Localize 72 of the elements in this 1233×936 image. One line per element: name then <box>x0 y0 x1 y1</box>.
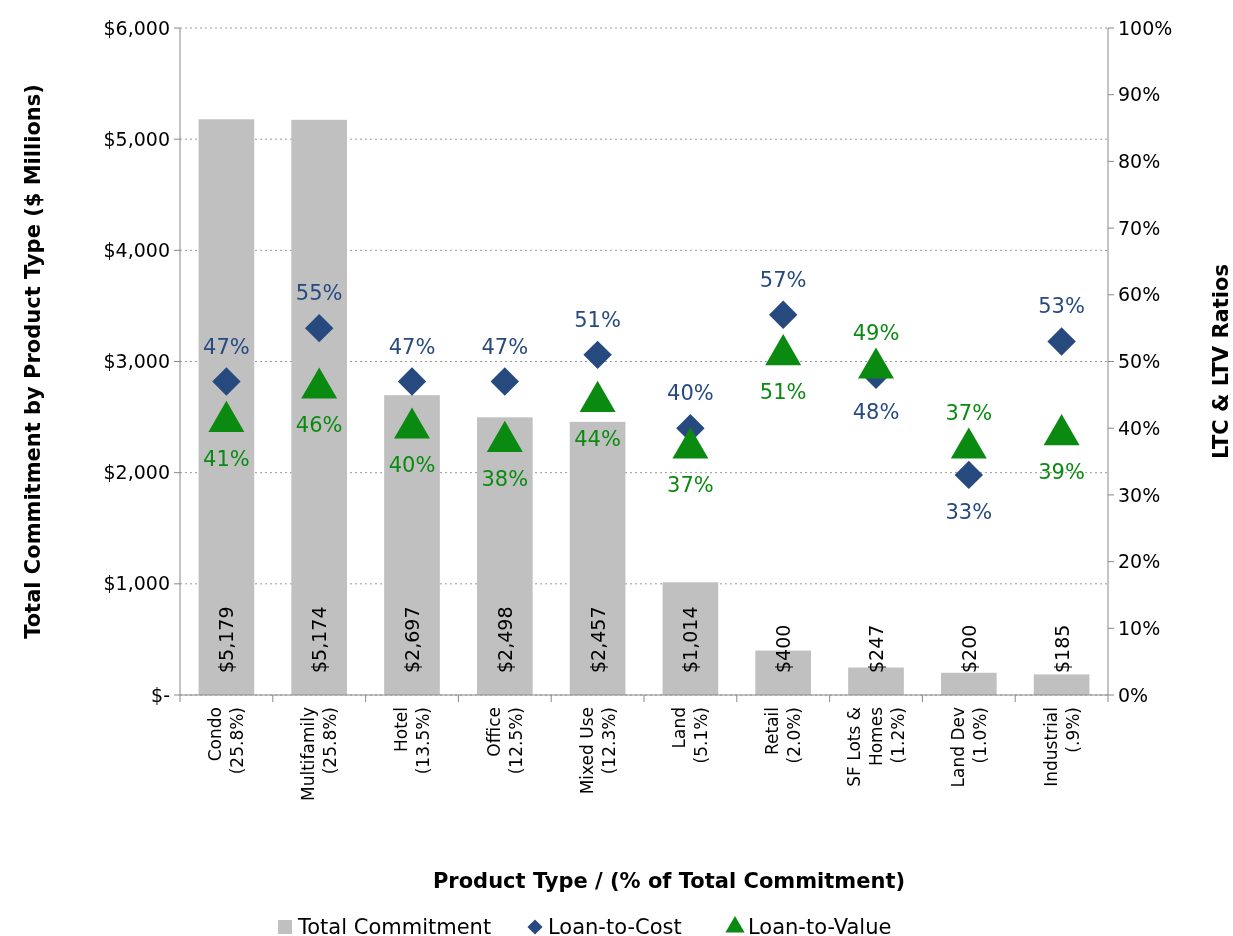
y2-axis-title: LTC & LTV Ratios <box>1209 264 1233 459</box>
data-label: 47% <box>388 334 436 359</box>
x-tick-label: Multifamily (25.8%) <box>298 707 341 802</box>
bar <box>198 119 255 695</box>
data-label: 51% <box>759 379 807 404</box>
y-tick-label: $3,000 <box>103 350 170 373</box>
y2-tick-label: 80% <box>1118 150 1161 173</box>
x-tick-label: Industrial (.9%) <box>1040 707 1083 787</box>
data-label: 48% <box>852 399 900 424</box>
data-label: 53% <box>1038 294 1085 319</box>
data-label: $185 <box>1050 624 1073 673</box>
x-tick-label: Land Dev (1.0%) <box>947 707 990 788</box>
x-tick-label: Mixed Use (12.3%) <box>576 707 619 795</box>
data-label: 44% <box>574 426 621 451</box>
x-tick-label: SF Lots & Homes (1.2%) <box>844 706 908 787</box>
y2-tick-label: 0% <box>1118 683 1149 706</box>
legend-label: Total Commitment <box>297 915 492 936</box>
data-label: 33% <box>945 499 993 524</box>
bar <box>569 421 626 695</box>
data-label: 40% <box>667 381 714 406</box>
data-label: 40% <box>388 453 436 478</box>
y2-tick-label: 100% <box>1118 16 1173 39</box>
data-label: $5,174 <box>308 606 331 673</box>
bar <box>384 395 440 695</box>
data-label: 57% <box>759 267 807 292</box>
data-label: $400 <box>772 624 795 673</box>
y-axis-title: Total Commitment by Product Type ($ Millions) <box>21 84 45 639</box>
y-tick-label: $- <box>151 683 170 706</box>
y-tick-label: $2,000 <box>103 461 170 484</box>
bar <box>1033 674 1090 695</box>
y-tick-label: $5,000 <box>103 127 170 150</box>
data-label: 38% <box>481 466 529 491</box>
bar <box>476 417 533 695</box>
y2-tick-label: 40% <box>1118 416 1161 439</box>
bar <box>662 582 719 695</box>
x-tick-label: Land (5.1%) <box>669 707 712 764</box>
bar <box>291 119 348 695</box>
data-label: $2,457 <box>586 606 609 673</box>
data-label: 39% <box>1038 459 1085 484</box>
data-label: 37% <box>945 401 993 426</box>
data-label: 37% <box>667 473 714 498</box>
y-tick-label: $1,000 <box>103 572 170 595</box>
data-label: 47% <box>481 334 529 359</box>
data-label: 41% <box>203 446 250 471</box>
data-label: $5,179 <box>215 606 238 673</box>
data-label: 46% <box>295 413 343 438</box>
x-tick-label: Office (12.5%) <box>483 707 526 775</box>
data-label: $2,498 <box>493 606 516 673</box>
y2-tick-label: 10% <box>1118 616 1161 639</box>
data-label: 51% <box>574 307 621 332</box>
data-label: $247 <box>865 624 887 673</box>
y2-tick-label: 90% <box>1118 83 1161 106</box>
data-label: 49% <box>852 321 900 346</box>
y2-tick-label: 50% <box>1118 350 1161 373</box>
legend-label: Loan-to-Value <box>748 915 892 936</box>
x-tick-label: Condo (25.8%) <box>205 707 248 775</box>
y2-tick-label: 20% <box>1118 550 1161 573</box>
data-label: $1,014 <box>679 606 702 673</box>
data-label: 47% <box>203 334 250 359</box>
x-tick-label: Retail (2.0%) <box>762 707 805 764</box>
y-tick-label: $4,000 <box>103 238 170 261</box>
data-label: $200 <box>957 624 980 673</box>
y2-tick-label: 60% <box>1118 283 1161 306</box>
legend-label: Loan-to-Cost <box>548 915 682 936</box>
bar <box>940 672 997 695</box>
data-label: $2,697 <box>401 606 423 673</box>
data-label: 55% <box>295 281 343 306</box>
y2-tick-label: 70% <box>1118 216 1161 239</box>
y-tick-label: $6,000 <box>103 16 170 39</box>
x-axis-title: Product Type / (% of Total Commitment) <box>432 869 906 893</box>
y2-tick-label: 30% <box>1118 483 1161 506</box>
x-tick-label: Hotel (13.5%) <box>391 707 433 775</box>
